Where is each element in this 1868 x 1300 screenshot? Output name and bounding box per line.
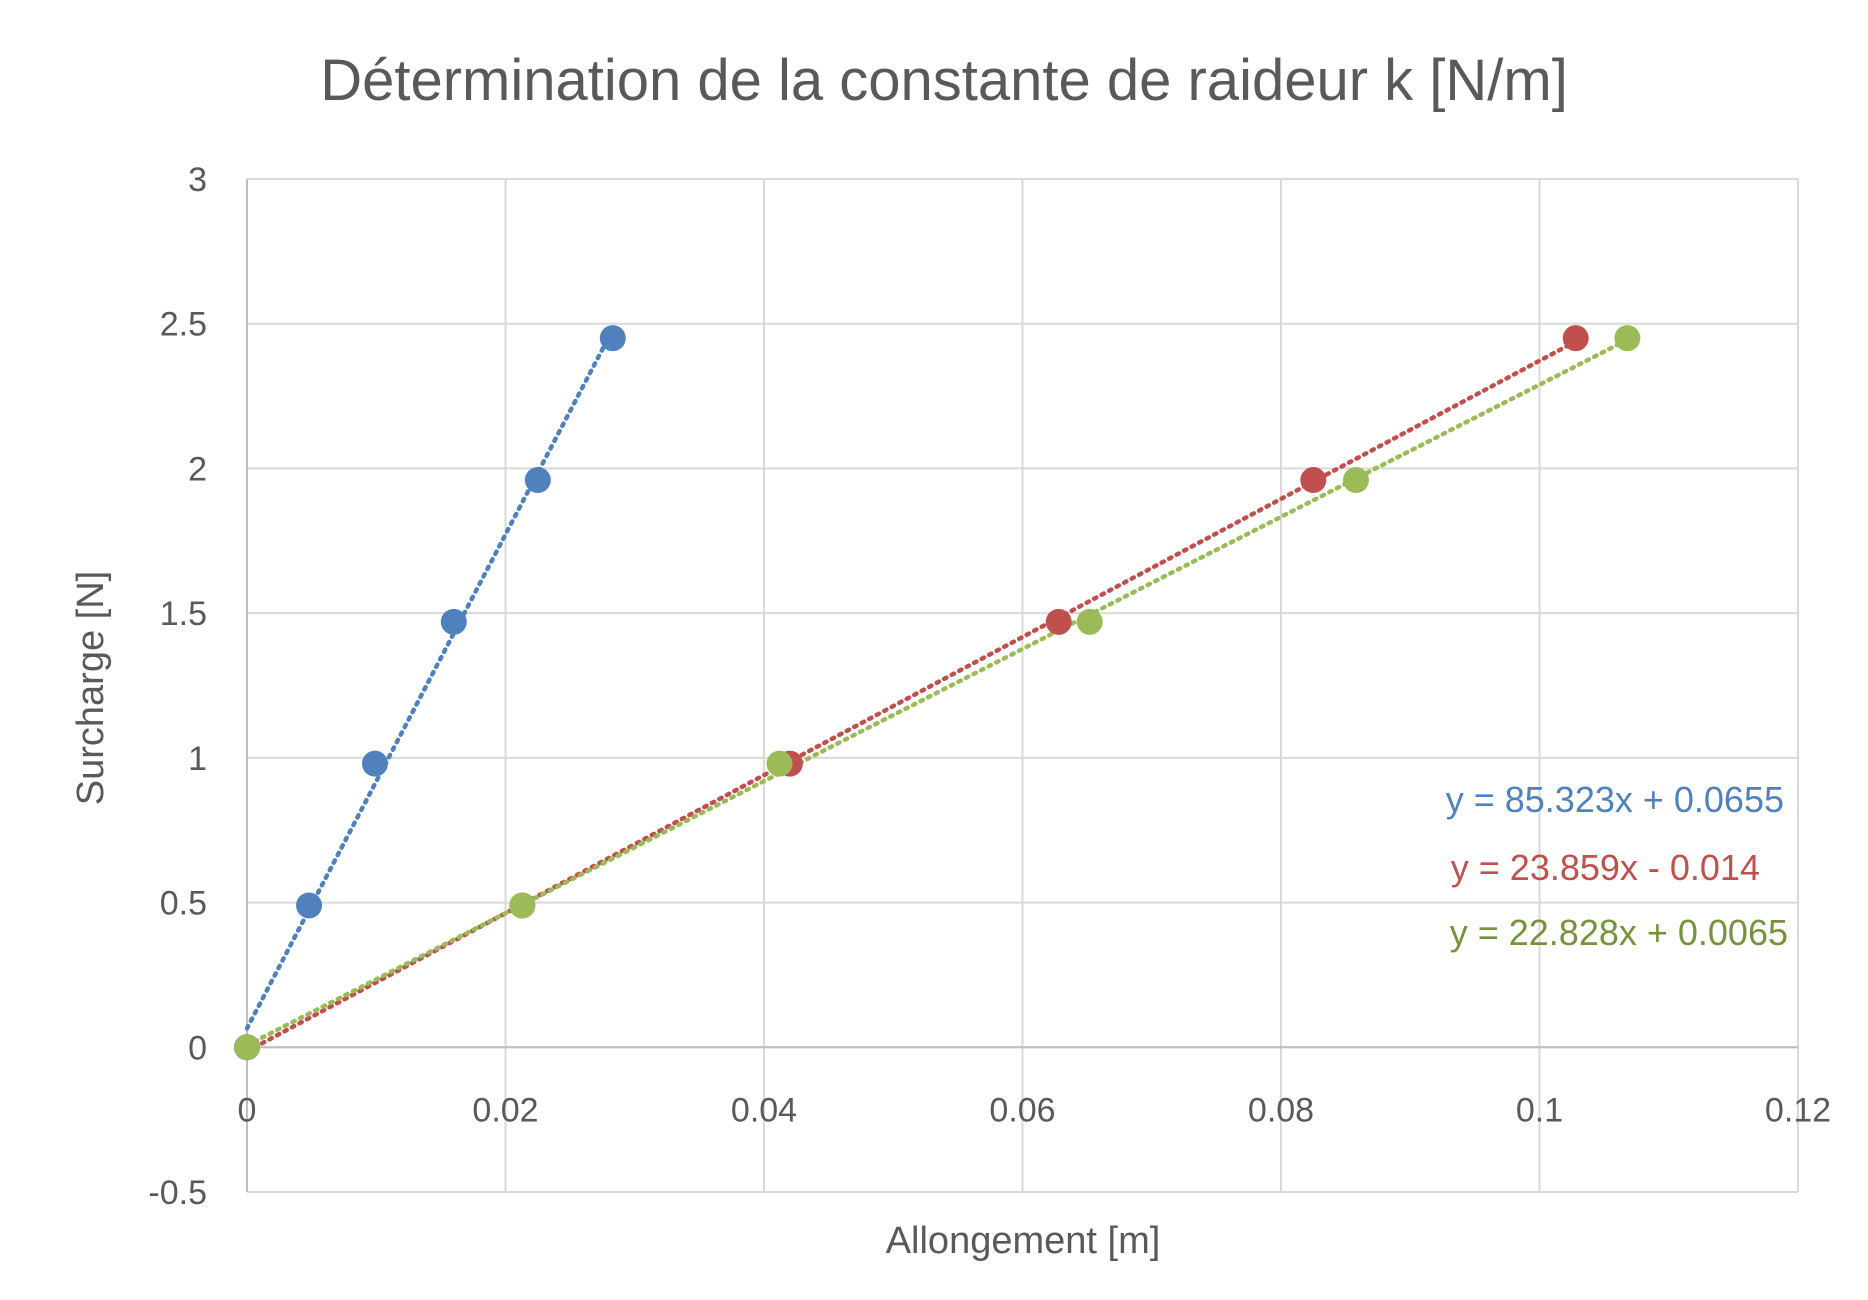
data-point-series-0 [296, 892, 323, 919]
trendline-equation-2: y = 22.828x + 0.0065 [1450, 912, 1788, 953]
data-points [234, 325, 1641, 1061]
y-tick-label: 1.5 [160, 595, 207, 633]
data-point-series-1 [1300, 467, 1327, 494]
data-point-series-0 [440, 608, 467, 635]
axes [246, 179, 1798, 1192]
y-tick-label: 0 [188, 1029, 207, 1067]
x-axis-title: Allongement [m] [886, 1220, 1161, 1262]
y-tick-label: 1 [188, 740, 207, 778]
data-point-series-2 [1614, 325, 1641, 352]
y-tick-label: -0.5 [148, 1174, 207, 1212]
data-point-series-2 [1342, 467, 1369, 494]
chart-title: Détermination de la constante de raideur… [320, 48, 1568, 113]
data-point-series-2 [509, 892, 536, 919]
tick-labels: 0 0.02 0.04 0.06 0.08 0.1 0.12 -0.5 0 0.5 1 1.5 2 2.5… [148, 161, 1831, 1212]
data-point-series-1 [1045, 608, 1072, 635]
trendline-equation-0: y = 85.323x + 0.0655 [1446, 779, 1784, 820]
grid [246, 178, 1799, 1193]
trendlines [244, 327, 1630, 1054]
y-tick-label: 2.5 [160, 306, 207, 344]
x-tick-label: 0.1 [1516, 1091, 1563, 1129]
data-point-series-2 [234, 1034, 260, 1061]
y-tick-label: 0.5 [160, 885, 207, 923]
data-point-series-1 [1562, 325, 1589, 352]
data-point-series-0 [361, 750, 388, 777]
y-tick-label: 3 [188, 161, 207, 199]
x-tick-label: 0.02 [472, 1091, 538, 1129]
data-point-series-2 [1076, 608, 1103, 635]
x-tick-label: 0.12 [1765, 1091, 1831, 1129]
x-tick-label: 0.04 [731, 1091, 797, 1129]
data-point-series-0 [599, 325, 626, 352]
y-tick-label: 2 [188, 450, 207, 488]
trendline-2 [244, 337, 1630, 1048]
x-tick-label: 0.06 [989, 1091, 1055, 1129]
trendline-equations: y = 85.323x + 0.0655 y = 23.859x - 0.014 y… [1446, 779, 1788, 953]
x-tick-label: 0.08 [1248, 1091, 1314, 1129]
y-axis-title: Surcharge [N] [70, 571, 112, 805]
data-point-series-2 [766, 750, 793, 777]
trendline-equation-1: y = 23.859x - 0.014 [1451, 847, 1760, 888]
trendline-0 [244, 327, 616, 1031]
data-point-series-0 [524, 467, 551, 494]
x-tick-label: 0 [238, 1091, 257, 1129]
